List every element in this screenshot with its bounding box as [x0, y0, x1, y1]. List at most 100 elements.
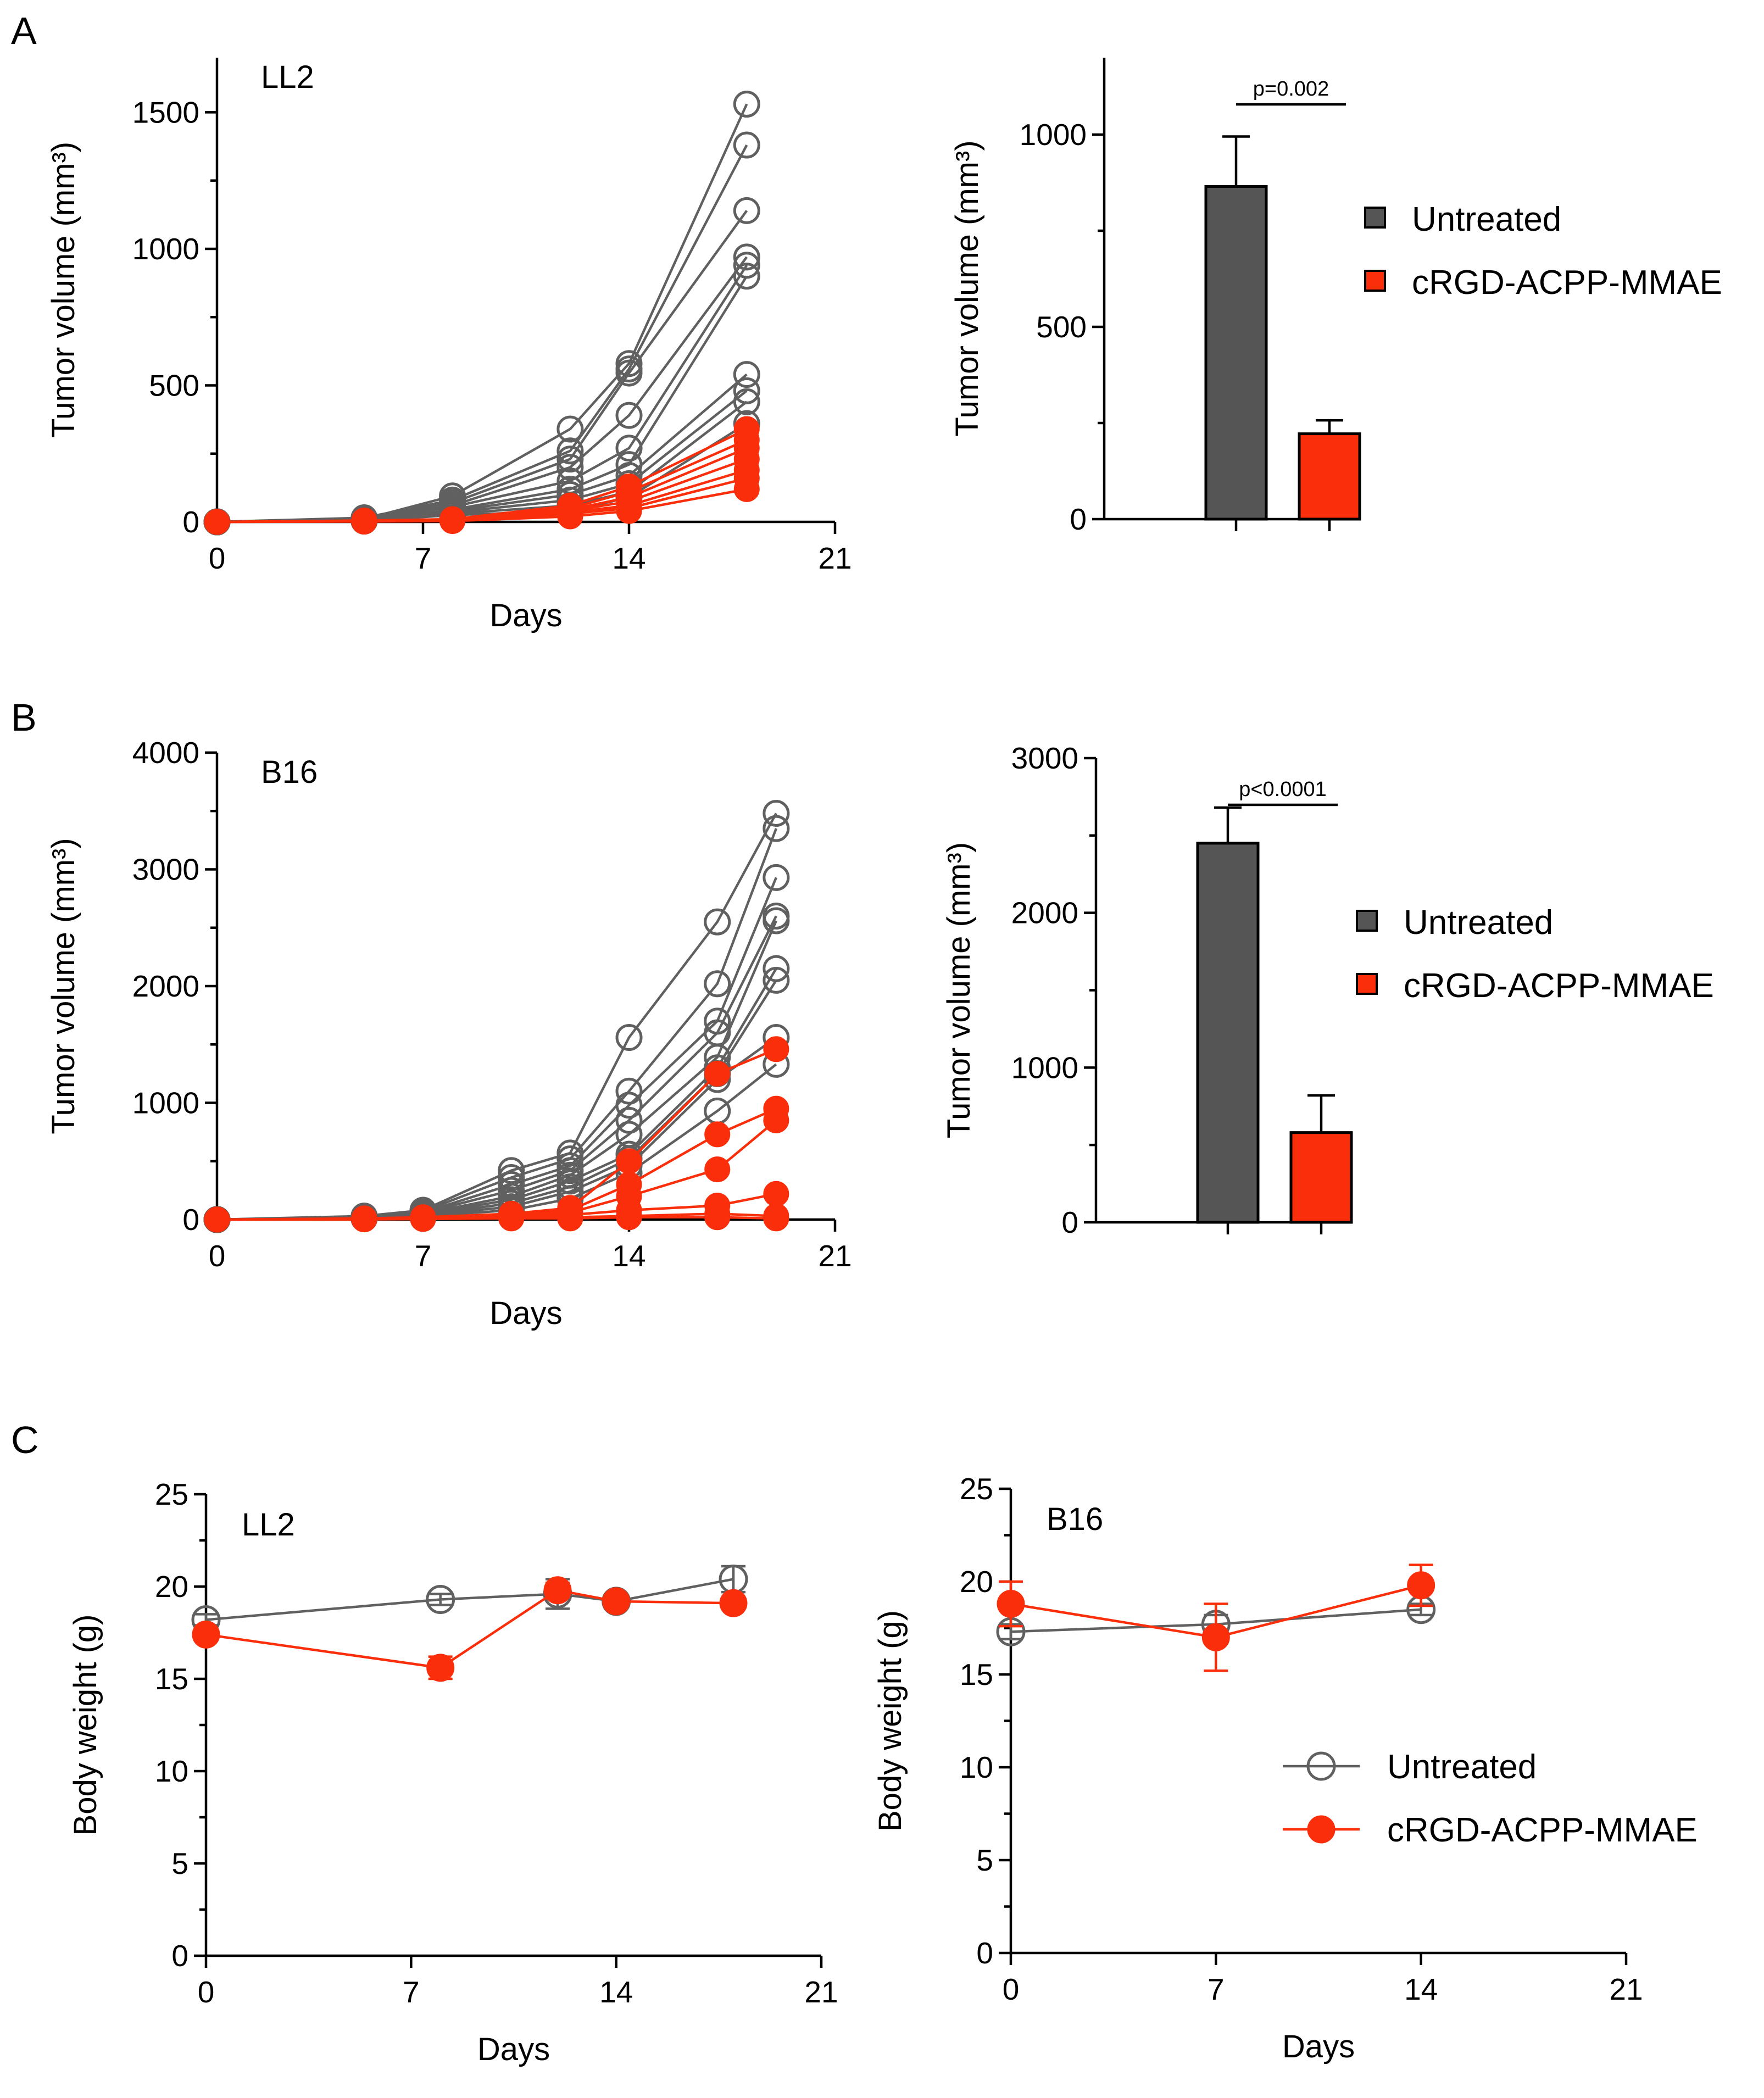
data-point-filled	[719, 1589, 748, 1617]
y-axis-label: Tumor volume (mm³)	[941, 842, 977, 1138]
series-line	[216, 828, 778, 1221]
y-tick-label: 0	[171, 1939, 188, 1973]
x-tick-label: 7	[403, 1975, 420, 2009]
panel-letter-b: B	[11, 696, 37, 739]
x-tick-label: 14	[599, 1975, 633, 2009]
y-tick-label: 0	[1061, 1205, 1078, 1239]
data-point-open	[615, 1024, 643, 1051]
data-point-open	[733, 197, 760, 224]
series-line	[216, 813, 777, 1221]
x-axis-label: Days	[489, 598, 562, 633]
data-point-open	[733, 388, 760, 415]
data-point-open	[615, 402, 643, 429]
series-group-treated	[204, 416, 760, 535]
y-tick-label: 1000	[132, 232, 199, 266]
legend: Untreated cRGD-ACPP-MMAE	[1364, 201, 1722, 302]
data-point-filled	[997, 1590, 1025, 1618]
y-tick-label: 2000	[1011, 896, 1078, 930]
y-tick-label: 15	[155, 1662, 188, 1696]
y-axis-label: Body weight (g)	[872, 1610, 908, 1832]
x-tick-label: 7	[1207, 1972, 1225, 2006]
y-tick-label: 20	[960, 1565, 993, 1599]
data-point-open	[615, 1106, 643, 1134]
data-point-open	[615, 1077, 643, 1105]
y-tick-label: 0	[1070, 502, 1087, 536]
x-tick-label: 21	[804, 1975, 838, 2009]
legend-label: Untreated	[1387, 1748, 1537, 1786]
legend-label: Untreated	[1412, 201, 1561, 238]
data-point-open	[704, 1019, 731, 1047]
legend-label: cRGD-ACPP-MMAE	[1404, 967, 1714, 1005]
data-point-open	[704, 970, 731, 998]
inset-label: LL2	[261, 59, 314, 95]
series-untreated	[191, 1565, 748, 1634]
chart-a-bar: 0 500 1000 Tumor volume (mm³) p=0.002 Untreat…	[949, 58, 1722, 536]
panel-letter-a: A	[11, 9, 37, 52]
legend-label: cRGD-ACPP-MMAE	[1387, 1811, 1698, 1849]
data-point-open	[557, 1145, 584, 1172]
data-point-open	[557, 454, 584, 481]
series-line	[205, 1589, 734, 1670]
inset-label: LL2	[242, 1507, 295, 1543]
x-tick-label: 0	[209, 1239, 226, 1273]
y-tick-label: 0	[182, 1203, 199, 1237]
data-point-open	[615, 359, 643, 387]
y-tick-label: 0	[976, 1936, 993, 1970]
data-point-filled	[763, 1107, 789, 1133]
y-tick-label: 15	[960, 1657, 993, 1691]
y-tick-label: 0	[182, 505, 199, 539]
data-point-filled	[602, 1587, 631, 1616]
data-point-open	[763, 864, 790, 891]
data-point-filled	[557, 1205, 583, 1232]
bar-untreated	[1204, 185, 1268, 521]
data-point-open	[615, 435, 643, 462]
y-tick-label: 10	[960, 1750, 993, 1784]
data-point-filled	[733, 476, 760, 502]
data-point-open	[498, 1164, 525, 1191]
x-axis-label: Days	[477, 2032, 550, 2067]
y-tick-label: 25	[155, 1477, 188, 1511]
y-tick-label: 5	[171, 1846, 188, 1880]
y-tick-label: 3000	[132, 853, 199, 887]
legend-swatch	[1356, 910, 1378, 932]
data-point-filled	[763, 1036, 789, 1062]
data-point-open	[763, 815, 790, 842]
series-line	[216, 1063, 777, 1221]
data-point-open	[733, 377, 760, 404]
data-point-filled	[543, 1576, 572, 1605]
data-point-open	[1306, 1751, 1336, 1781]
legend-swatch	[1356, 973, 1378, 995]
series-group-untreated	[203, 91, 760, 536]
x-tick-label: 21	[818, 1239, 852, 1273]
series-group-treated	[204, 1036, 789, 1233]
data-point-filled	[704, 1204, 731, 1231]
data-point-filled	[1307, 1815, 1335, 1844]
series-line	[216, 877, 777, 1221]
data-point-open	[733, 131, 760, 159]
series-line	[216, 915, 777, 1221]
panel-letter-c: C	[11, 1418, 39, 1461]
data-point-filled	[704, 1060, 731, 1087]
data-point-filled	[426, 1654, 455, 1682]
bar-treated	[1289, 1131, 1353, 1224]
y-tick-label: 1000	[1011, 1050, 1078, 1084]
data-point-filled	[616, 498, 642, 524]
x-tick-label: 7	[415, 1239, 432, 1273]
y-tick-label: 2000	[132, 969, 199, 1003]
series-line	[216, 920, 777, 1221]
series-line	[205, 1578, 734, 1621]
x-tick-label: 14	[612, 541, 645, 575]
x-axis-label: Days	[489, 1295, 562, 1331]
data-point-open	[557, 415, 584, 443]
y-tick-label: 4000	[132, 736, 199, 770]
y-tick-label: 5	[976, 1843, 993, 1877]
series-group-untreated	[203, 800, 790, 1233]
series-line	[216, 275, 748, 524]
data-point-open	[557, 446, 584, 473]
x-tick-label: 0	[1003, 1972, 1020, 2006]
data-point-filled	[439, 508, 466, 535]
data-point-filled	[192, 1620, 220, 1649]
data-point-filled	[204, 509, 230, 535]
data-point-open	[704, 908, 731, 936]
